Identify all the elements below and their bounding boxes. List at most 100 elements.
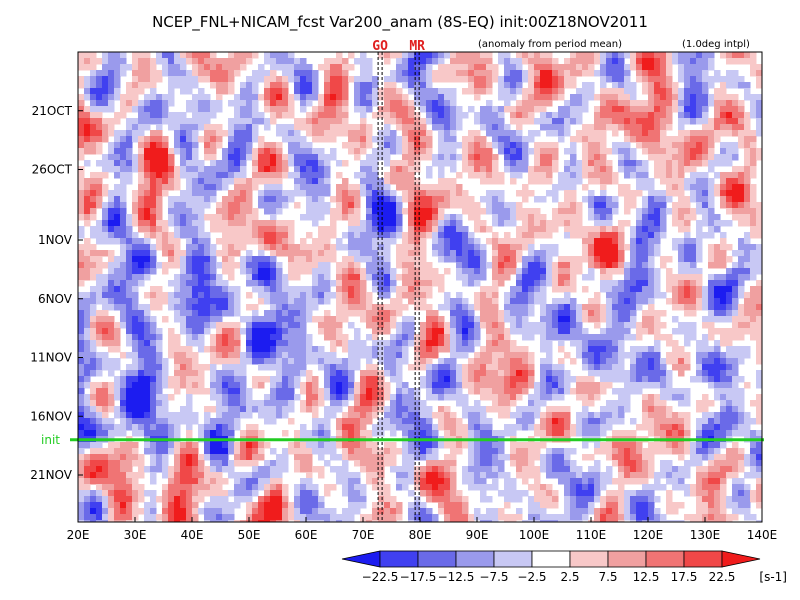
field-cell xyxy=(156,112,163,119)
field-cell xyxy=(378,214,385,221)
field-cell xyxy=(732,112,739,119)
field-cell xyxy=(498,322,505,329)
field-cell xyxy=(486,298,493,305)
field-cell xyxy=(480,52,487,59)
field-cell xyxy=(126,100,133,107)
field-cell xyxy=(450,166,457,173)
field-cell xyxy=(132,220,139,227)
field-cell xyxy=(126,142,133,149)
field-cell xyxy=(636,304,643,311)
field-cell xyxy=(228,178,235,185)
field-cell xyxy=(168,52,175,59)
field-cell xyxy=(726,130,733,137)
field-cell xyxy=(612,292,619,299)
field-cell xyxy=(294,364,301,371)
field-cell xyxy=(480,142,487,149)
field-cell xyxy=(372,274,379,281)
field-cell xyxy=(240,88,247,95)
field-cell xyxy=(522,70,529,77)
field-cell xyxy=(648,214,655,221)
field-cell xyxy=(270,334,277,341)
field-cell xyxy=(276,184,283,191)
field-cell xyxy=(708,190,715,197)
field-cell xyxy=(462,328,469,335)
field-cell xyxy=(210,172,217,179)
field-cell xyxy=(372,112,379,119)
field-cell xyxy=(102,310,109,317)
field-cell xyxy=(510,238,517,245)
field-cell xyxy=(510,268,517,275)
field-cell xyxy=(534,118,541,125)
field-cell xyxy=(84,88,91,95)
field-cell xyxy=(132,310,139,317)
field-cell xyxy=(426,334,433,341)
field-cell xyxy=(456,190,463,197)
field-cell xyxy=(756,358,762,365)
field-cell xyxy=(348,298,355,305)
field-cell xyxy=(228,322,235,329)
field-cell xyxy=(390,130,397,137)
field-cell xyxy=(210,358,217,365)
field-cell xyxy=(102,58,109,65)
field-cell xyxy=(750,232,757,239)
field-cell xyxy=(672,352,679,359)
field-cell xyxy=(384,322,391,329)
field-cell xyxy=(600,58,607,65)
field-cell xyxy=(306,166,313,173)
field-cell xyxy=(330,244,337,251)
field-cell xyxy=(534,322,541,329)
field-cell xyxy=(228,340,235,347)
field-cell xyxy=(492,322,499,329)
field-cell xyxy=(168,238,175,245)
field-cell xyxy=(672,82,679,89)
field-cell xyxy=(600,64,607,71)
field-cell xyxy=(228,376,235,383)
field-cell xyxy=(366,232,373,239)
field-cell xyxy=(636,220,643,227)
field-cell xyxy=(732,142,739,149)
field-cell xyxy=(558,214,565,221)
field-cell xyxy=(144,100,151,107)
field-cell xyxy=(708,244,715,251)
field-cell xyxy=(684,142,691,149)
field-cell xyxy=(114,172,121,179)
field-cell xyxy=(168,298,175,305)
field-cell xyxy=(438,160,445,167)
field-cell xyxy=(336,214,343,221)
field-cell xyxy=(618,52,625,59)
field-cell xyxy=(288,268,295,275)
field-cell xyxy=(96,340,103,347)
field-cell xyxy=(414,82,421,89)
field-cell xyxy=(306,340,313,347)
field-cell xyxy=(588,274,595,281)
field-cell xyxy=(264,154,271,161)
field-cell xyxy=(606,316,613,323)
field-cell xyxy=(168,154,175,161)
field-cell xyxy=(534,196,541,203)
field-cell xyxy=(636,160,643,167)
field-cell xyxy=(726,124,733,131)
field-cell xyxy=(132,214,139,221)
field-cell xyxy=(624,196,631,203)
field-cell xyxy=(486,262,493,269)
field-cell xyxy=(642,172,649,179)
field-cell xyxy=(384,328,391,335)
field-cell xyxy=(114,208,121,215)
field-cell xyxy=(378,262,385,269)
field-cell xyxy=(696,274,703,281)
field-cell xyxy=(192,238,199,245)
field-cell xyxy=(126,148,133,155)
field-cell xyxy=(114,196,121,203)
field-cell xyxy=(186,58,193,65)
field-cell xyxy=(474,316,481,323)
field-cell xyxy=(678,130,685,137)
field-cell xyxy=(450,316,457,323)
field-cell xyxy=(522,316,529,323)
field-cell xyxy=(498,208,505,215)
field-cell xyxy=(252,100,259,107)
field-cell xyxy=(624,190,631,197)
field-cell xyxy=(78,148,85,155)
field-cell xyxy=(306,196,313,203)
field-cell xyxy=(468,160,475,167)
field-cell xyxy=(636,286,643,293)
